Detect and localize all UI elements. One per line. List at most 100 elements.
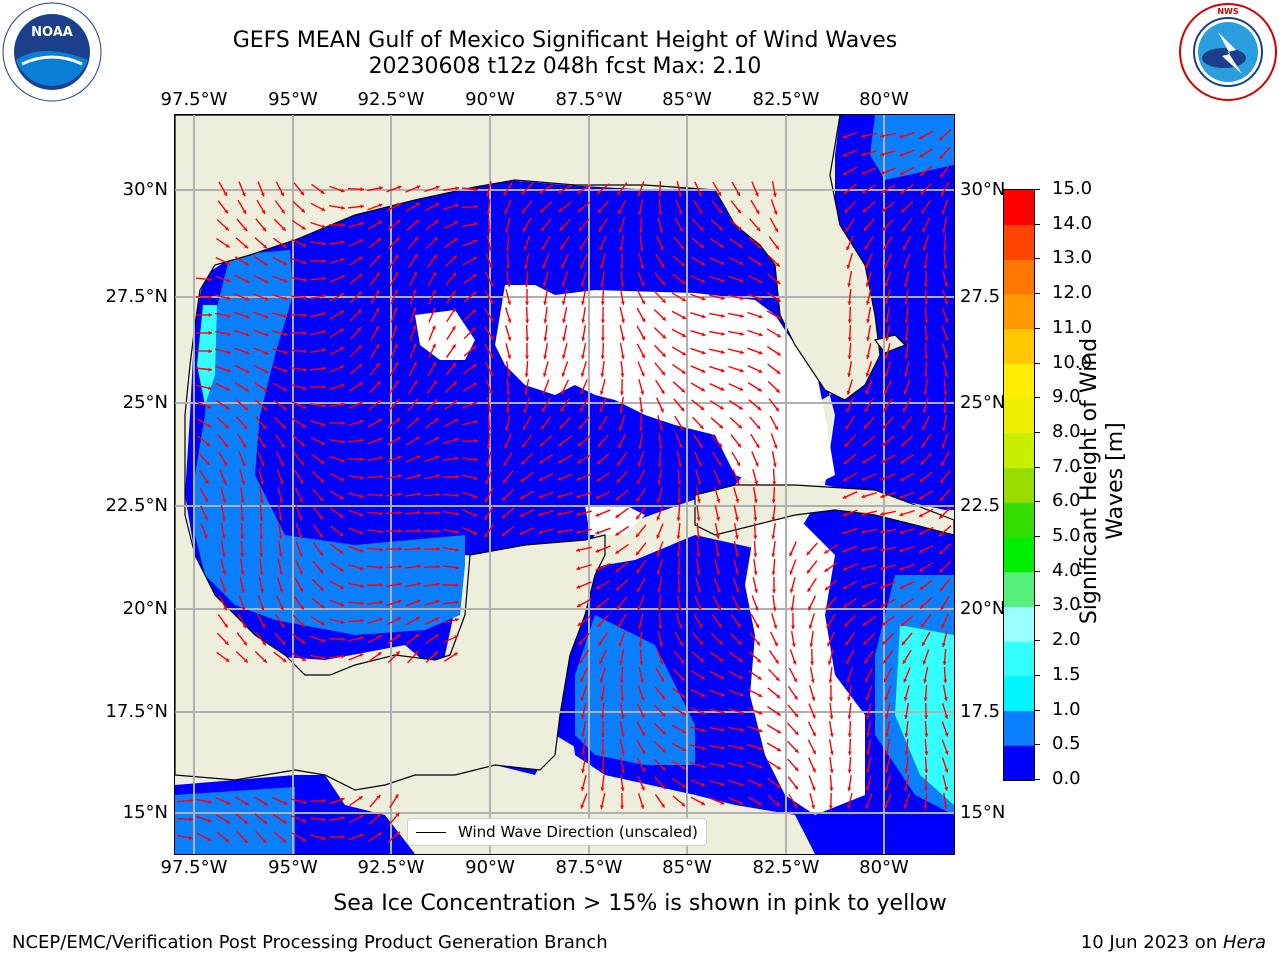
wave-arrow-head [881, 442, 886, 446]
wave-arrow-head [621, 750, 626, 755]
wave-arrow-head [501, 514, 506, 519]
wave-arrow-head [600, 337, 605, 341]
wave-arrow-head [454, 221, 459, 225]
wave-arrow-head [615, 568, 620, 572]
wave-arrow-head [829, 733, 834, 737]
wave-arrow-head [452, 362, 457, 367]
wave-arrow-head [417, 510, 421, 515]
wave-arrow-head [899, 134, 904, 139]
wave-arrow-head [415, 634, 420, 638]
wave-arrow-head [615, 514, 620, 518]
wave-arrow-head [865, 372, 870, 377]
wave-arrow-head [701, 764, 706, 769]
wave-arrow-head [698, 209, 703, 214]
wave-arrow-head [661, 316, 666, 321]
wave-arrow-head [661, 785, 666, 790]
wave-arrow-head [415, 436, 420, 441]
wave-arrow-head [320, 460, 325, 464]
wave-arrow-head [756, 641, 760, 646]
wave-arrow-head [597, 443, 602, 448]
wave-arrow-head [794, 748, 799, 753]
lon-tick-top: 80°W [859, 89, 909, 110]
wave-arrow-head [412, 325, 417, 330]
wave-arrow-head [696, 571, 701, 575]
wave-arrow-head [696, 499, 701, 503]
wave-arrow-head [595, 512, 600, 517]
wave-arrow-head [472, 345, 477, 350]
colorbar-tick-label: 9.0 [1052, 386, 1081, 408]
wave-arrow-head [758, 693, 763, 697]
wave-arrow-head [640, 282, 645, 287]
colorbar-segment [1004, 675, 1034, 712]
wave-arrow-head [736, 191, 741, 196]
wave-arrow-head [924, 301, 929, 305]
wave-arrow-head [638, 427, 643, 431]
wave-arrow-head [322, 276, 326, 281]
colorbar-tick-label: 4.0 [1052, 559, 1081, 581]
wave-arrow-head [676, 517, 681, 521]
colorbar-segment [1004, 432, 1034, 469]
wave-arrow-head [679, 227, 684, 232]
wave-arrow-head [223, 461, 228, 466]
wave-arrow-head [735, 498, 740, 503]
wave-arrow-head [320, 621, 325, 626]
colorbar-tick-mark [1034, 397, 1040, 399]
wave-arrow-head [540, 208, 544, 213]
colorbar-tick-label: 0.5 [1052, 733, 1081, 755]
wave-arrow-head [436, 529, 440, 534]
wave-arrow-head [882, 424, 887, 429]
wave-arrow-head [918, 549, 923, 553]
wave-arrow-head [243, 658, 248, 663]
wave-arrow-head [847, 769, 852, 773]
wave-arrow-head [225, 243, 230, 248]
wave-arrow-head [189, 817, 193, 822]
wave-arrow-head [398, 546, 402, 551]
wave-arrow-head [302, 657, 307, 661]
wave-arrow-head [341, 402, 345, 407]
wave-arrow-head [880, 547, 884, 552]
colorbar-segment [1004, 398, 1034, 434]
wave-arrow-head [581, 769, 586, 773]
wave-arrow-head [720, 278, 725, 283]
footer-right: 10 Jun 2023 on Hera [1081, 932, 1266, 953]
wave-arrow-head [595, 530, 600, 535]
wave-arrow-head [884, 300, 889, 305]
wave-arrow-head [208, 312, 212, 318]
wave-arrow-head [661, 766, 666, 771]
wave-arrow-head [432, 343, 436, 348]
wave-arrow-head [279, 498, 284, 503]
wave-arrow-head [489, 335, 494, 340]
wave-arrow-head [680, 676, 685, 681]
wave-arrow-head [658, 625, 663, 629]
wave-arrow-head [542, 390, 547, 395]
wave-arrow-head [921, 623, 925, 628]
wave-arrow-head [358, 273, 363, 278]
wave-arrow-head [226, 278, 231, 283]
wave-arrow-head [577, 208, 582, 213]
wave-arrow-head [620, 337, 626, 341]
wave-arrow-head [720, 296, 725, 301]
wave-arrow-head [718, 209, 723, 214]
wave-arrow-head [773, 210, 778, 215]
wave-arrow-head [719, 243, 724, 248]
wave-arrow-head [523, 426, 527, 431]
wave-arrow-head [884, 804, 889, 809]
wave-arrow-head [944, 283, 949, 287]
wave-arrow-head [416, 581, 421, 586]
wave-arrow-head [847, 733, 852, 737]
wave-arrow-head [637, 606, 642, 611]
wave-arrow-head [240, 499, 245, 503]
wave-arrow-head [943, 679, 948, 683]
colorbar-tick-mark [1034, 431, 1040, 433]
wave-arrow-head [924, 355, 929, 359]
wave-arrow-head [941, 210, 946, 215]
wave-arrow-head [755, 209, 760, 214]
wave-arrow-head [579, 407, 584, 412]
wave-arrow-head [884, 696, 889, 701]
wave-arrow-head [864, 245, 869, 250]
wave-arrow-head [455, 565, 459, 570]
wave-arrow-head [377, 399, 382, 404]
wave-arrow-head [719, 657, 724, 662]
wave-arrow-head [884, 372, 889, 377]
wave-arrow-head [738, 243, 743, 248]
